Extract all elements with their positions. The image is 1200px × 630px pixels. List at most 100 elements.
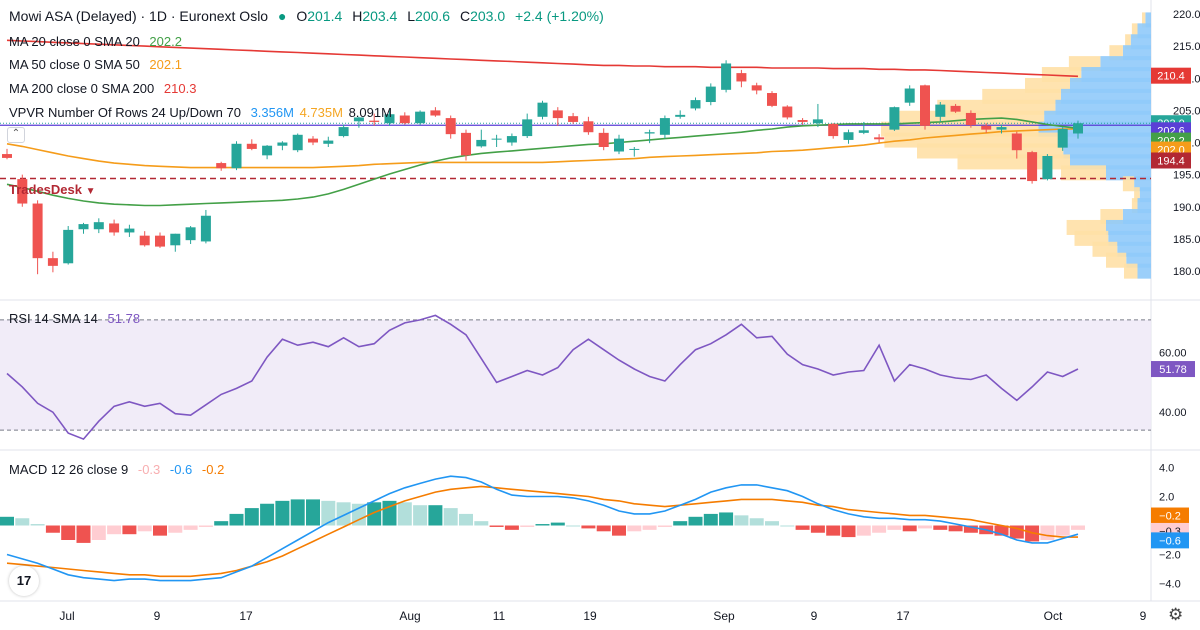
price-tag-label: 194.4 [1157, 155, 1185, 167]
macd-histogram-bar [168, 525, 183, 533]
candle-body [721, 63, 732, 90]
candle-body [461, 132, 471, 156]
rsi-legend[interactable]: RSI 14 SMA 14 51.78 [9, 311, 146, 326]
time-axis-label: 17 [896, 609, 910, 623]
time-axis-label: 9 [154, 609, 161, 623]
ma50-label: MA 50 close 0 SMA 50 [9, 57, 140, 72]
ohlc-open: 201.4 [307, 8, 343, 24]
vpvr-down-bar [1131, 23, 1138, 39]
ohlc-change: +2.4 (+1.20%) [515, 8, 604, 24]
candle-body [155, 235, 165, 247]
triangle-down-icon: ▼ [85, 186, 96, 197]
macd-histogram-bar [367, 502, 382, 526]
candle-body [705, 86, 716, 103]
gear-icon[interactable]: ⚙ [1168, 605, 1184, 624]
macd-histogram-bar [45, 525, 60, 533]
candle-body [904, 88, 915, 103]
macd-histogram-bar [214, 521, 229, 526]
candle-body [598, 132, 609, 147]
macd-histogram-bar [504, 525, 519, 530]
ohlc-high-label: H [352, 8, 363, 24]
watermark-text: TradesDesk [9, 182, 82, 197]
candle-body [353, 117, 364, 122]
ma20-legend[interactable]: MA 20 close 0 SMA 20 202.2 [9, 34, 188, 49]
macd-histogram-bar [183, 525, 198, 530]
macd-histogram-bar [1071, 525, 1085, 530]
time-axis-label: 19 [583, 609, 597, 623]
candle-body [246, 143, 257, 149]
vpvr-legend[interactable]: VPVR Number Of Rows 24 Up/Down 70 3.356M… [9, 105, 398, 120]
macd-tag-label: −0.2 [1159, 511, 1181, 523]
candle-body [537, 102, 548, 117]
candle-body [445, 118, 456, 135]
time-axis-label: 11 [493, 609, 506, 623]
macd-tick-label: −4.0 [1159, 579, 1181, 591]
candle-body [139, 235, 150, 246]
price-tick-label: 180.0 [1173, 266, 1200, 278]
price-tag [1151, 67, 1191, 84]
candle-body [659, 118, 670, 135]
macd-tag-label: −0.6 [1159, 535, 1181, 547]
candle-body [170, 233, 181, 246]
time-axis-label: Sep [713, 609, 735, 623]
vpvr-down-bar [1106, 252, 1127, 268]
vpvr-up: 3.356M [250, 105, 294, 120]
macd-label: MACD 12 26 close 9 [9, 462, 129, 477]
macd-histogram-bar [872, 525, 887, 533]
macd-histogram-bar [260, 503, 275, 526]
macd-histogram-bar [382, 500, 397, 526]
macd-histogram-bar [642, 525, 657, 530]
candle-body [430, 110, 441, 116]
ohlc-low-label: L [407, 8, 416, 24]
rsi-tag-label: 51.78 [1159, 364, 1187, 376]
candle-body [675, 114, 686, 117]
macd-histogram-bar [673, 521, 688, 526]
candle-body [1073, 123, 1083, 134]
macd-histogram-bar [918, 525, 932, 529]
macd-histogram-bar [795, 525, 810, 530]
vpvr-down: 4.735M [299, 105, 343, 120]
macd-histogram-bar [841, 525, 856, 538]
ma200-legend[interactable]: MA 200 close 0 SMA 200 210.3 [9, 81, 202, 96]
candle-body [323, 140, 334, 144]
tradingview-logo-icon[interactable]: 17 [9, 566, 39, 596]
price-tick-label: 205.0 [1173, 105, 1200, 117]
ohlc-close-label: C [459, 8, 471, 24]
macd-histogram-bar [1040, 525, 1055, 540]
macd-histogram-bar [336, 502, 351, 526]
collapse-legend-button[interactable]: ⌃ [7, 127, 25, 143]
symbol-title[interactable]: Mowi ASA (Delayed) · 1D · Euronext Oslo [9, 8, 269, 24]
candle-body [200, 215, 211, 242]
candle-body [231, 143, 242, 169]
candle-body [751, 85, 762, 91]
macd-histogram-bar [137, 525, 152, 532]
vpvr-down-bar [1125, 34, 1131, 50]
vpvr-down-bar [1061, 165, 1106, 181]
candle-body [415, 111, 426, 124]
price-tick-label: 215.0 [1173, 41, 1200, 53]
candle-body [63, 229, 74, 264]
macd-tick-label: 2.0 [1159, 492, 1174, 504]
macd-legend[interactable]: MACD 12 26 close 9 -0.3 -0.6 -0.2 [9, 462, 230, 477]
macd-histogram-bar [489, 525, 504, 527]
candle-body [1027, 152, 1038, 182]
time-axis-label: Jul [59, 609, 74, 623]
candle-body [797, 120, 808, 122]
macd-histogram-bar [765, 521, 779, 526]
candle-body [78, 224, 89, 230]
rsi-tick-label: 40.00 [1159, 407, 1187, 419]
macd-histogram-bar [566, 525, 581, 527]
price-tick-label: 220.0 [1173, 9, 1200, 21]
time-axis-label: 9 [811, 609, 818, 623]
rsi-line [6, 314, 1079, 441]
candle-body [568, 116, 579, 122]
rsi-tag [1151, 361, 1195, 378]
candle-body [583, 121, 594, 133]
ma20-value: 202.2 [149, 34, 182, 49]
vpvr-down-bar [1124, 263, 1138, 279]
macd-signal-value: -0.2 [201, 462, 225, 477]
candle-body [782, 106, 793, 118]
ma50-legend[interactable]: MA 50 close 0 SMA 50 202.1 [9, 57, 188, 72]
macd-tick-label: −2.0 [1159, 550, 1181, 562]
